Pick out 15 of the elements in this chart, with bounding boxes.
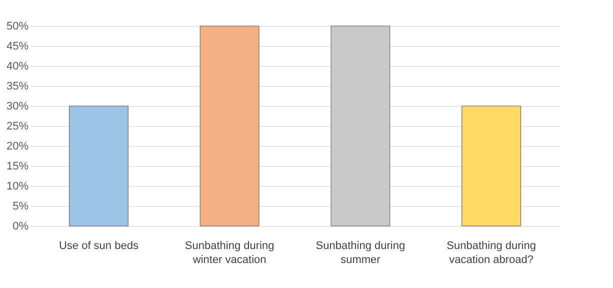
y-tick-label: 35%	[6, 80, 29, 92]
x-tick-label: Use of sun beds	[58, 240, 139, 252]
x-tick-label: Sunbathing during winter vacation	[184, 240, 274, 266]
y-tick-label: 25%	[6, 120, 29, 132]
y-tick-label: 0%	[12, 220, 29, 232]
y-tick-label: 5%	[12, 200, 29, 212]
x-tick-label: Sunbathing during vacation abroad?	[446, 240, 536, 266]
y-tick-label: 45%	[6, 40, 29, 52]
y-tick-label: 20%	[6, 140, 29, 152]
y-tick-label: 10%	[6, 180, 29, 192]
x-tick-label: Sunbathing during summer	[316, 240, 406, 266]
y-tick-label: 15%	[6, 160, 29, 172]
y-tick-label: 40%	[6, 60, 29, 72]
y-tick-label: 30%	[6, 100, 29, 112]
y-tick-label: 50%	[6, 20, 29, 32]
